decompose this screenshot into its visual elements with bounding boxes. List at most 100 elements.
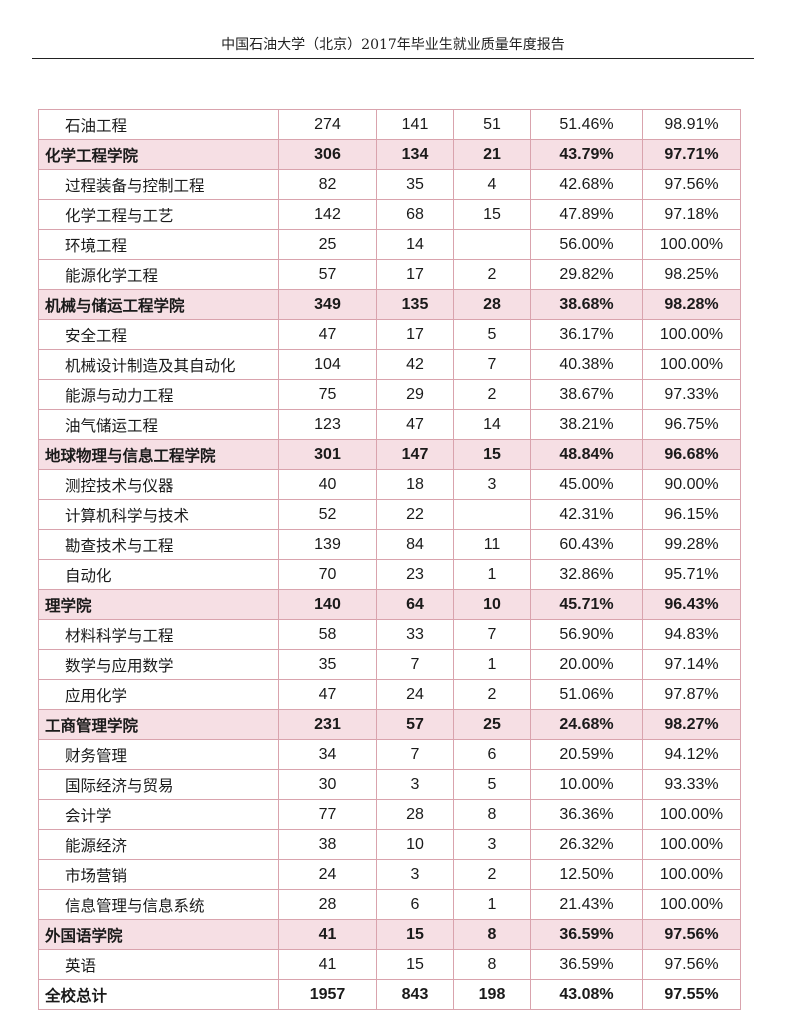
college-row: 理学院 140 64 10 45.71% 96.43% <box>38 589 741 620</box>
col3-cell: 4 <box>453 169 531 200</box>
employment-rate-cell: 100.00% <box>642 349 741 380</box>
rate-cell: 48.84% <box>530 439 643 470</box>
college-row: 外国语学院 41 15 8 36.59% 97.56% <box>38 919 741 950</box>
col2-cell: 14 <box>376 229 454 260</box>
major-row: 信息管理与信息系统 28 6 1 21.43% 100.00% <box>38 889 741 920</box>
major-row: 材料科学与工程 58 33 7 56.90% 94.83% <box>38 619 741 650</box>
graduates-cell: 41 <box>278 949 377 980</box>
col3-cell: 15 <box>453 439 531 470</box>
col2-cell: 10 <box>376 829 454 860</box>
major-row: 数学与应用数学 35 7 1 20.00% 97.14% <box>38 649 741 680</box>
major-row: 化学工程与工艺 142 68 15 47.89% 97.18% <box>38 199 741 230</box>
college-row: 地球物理与信息工程学院 301 147 15 48.84% 96.68% <box>38 439 741 470</box>
row-name-cell: 全校总计 <box>38 979 279 1010</box>
employment-rate-cell: 97.56% <box>642 169 741 200</box>
employment-rate-cell: 94.83% <box>642 619 741 650</box>
rate-cell: 32.86% <box>530 559 643 590</box>
rate-cell: 20.59% <box>530 739 643 770</box>
col3-cell: 5 <box>453 319 531 350</box>
employment-rate-cell: 98.91% <box>642 109 741 140</box>
col3-cell: 2 <box>453 379 531 410</box>
major-row: 测控技术与仪器 40 18 3 45.00% 90.00% <box>38 469 741 500</box>
major-row: 国际经济与贸易 30 3 5 10.00% 93.33% <box>38 769 741 800</box>
col2-cell: 3 <box>376 769 454 800</box>
major-row: 安全工程 47 17 5 36.17% 100.00% <box>38 319 741 350</box>
rate-cell: 42.68% <box>530 169 643 200</box>
employment-rate-cell: 90.00% <box>642 469 741 500</box>
rate-cell: 12.50% <box>530 859 643 890</box>
employment-rate-cell: 97.55% <box>642 979 741 1010</box>
graduates-cell: 34 <box>278 739 377 770</box>
row-name-cell: 会计学 <box>38 799 279 830</box>
col2-cell: 15 <box>376 919 454 950</box>
employment-rate-cell: 97.18% <box>642 199 741 230</box>
graduates-cell: 70 <box>278 559 377 590</box>
graduates-cell: 41 <box>278 919 377 950</box>
rate-cell: 36.59% <box>530 919 643 950</box>
graduates-cell: 349 <box>278 289 377 320</box>
col2-cell: 47 <box>376 409 454 440</box>
total-row: 全校总计 1957 843 198 43.08% 97.55% <box>38 979 741 1010</box>
graduates-cell: 274 <box>278 109 377 140</box>
col3-cell: 10 <box>453 589 531 620</box>
graduates-cell: 123 <box>278 409 377 440</box>
row-name-cell: 自动化 <box>38 559 279 590</box>
rate-cell: 36.59% <box>530 949 643 980</box>
employment-rate-cell: 96.68% <box>642 439 741 470</box>
graduates-cell: 77 <box>278 799 377 830</box>
employment-table: 石油工程 274 141 51 51.46% 98.91% 化学工程学院 306 134 21 43… <box>38 109 741 1010</box>
col2-cell: 6 <box>376 889 454 920</box>
col3-cell: 1 <box>453 649 531 680</box>
major-row: 财务管理 34 7 6 20.59% 94.12% <box>38 739 741 770</box>
employment-rate-cell: 96.43% <box>642 589 741 620</box>
col3-cell: 3 <box>453 829 531 860</box>
col3-cell: 3 <box>453 469 531 500</box>
major-row: 油气储运工程 123 47 14 38.21% 96.75% <box>38 409 741 440</box>
row-name-cell: 化学工程学院 <box>38 139 279 170</box>
row-name-cell: 应用化学 <box>38 679 279 710</box>
graduates-cell: 139 <box>278 529 377 560</box>
rate-cell: 47.89% <box>530 199 643 230</box>
row-name-cell: 石油工程 <box>38 109 279 140</box>
employment-rate-cell: 98.28% <box>642 289 741 320</box>
row-name-cell: 化学工程与工艺 <box>38 199 279 230</box>
major-row: 计算机科学与技术 52 22 42.31% 96.15% <box>38 499 741 530</box>
employment-rate-cell: 95.71% <box>642 559 741 590</box>
col3-cell: 28 <box>453 289 531 320</box>
rate-cell: 38.68% <box>530 289 643 320</box>
employment-rate-cell: 100.00% <box>642 829 741 860</box>
graduates-cell: 75 <box>278 379 377 410</box>
col3-cell: 8 <box>453 949 531 980</box>
row-name-cell: 数学与应用数学 <box>38 649 279 680</box>
col3-cell: 11 <box>453 529 531 560</box>
employment-rate-cell: 97.14% <box>642 649 741 680</box>
graduates-cell: 306 <box>278 139 377 170</box>
col2-cell: 134 <box>376 139 454 170</box>
col3-cell: 15 <box>453 199 531 230</box>
employment-rate-cell: 99.28% <box>642 529 741 560</box>
employment-rate-cell: 96.75% <box>642 409 741 440</box>
graduates-cell: 104 <box>278 349 377 380</box>
row-name-cell: 油气储运工程 <box>38 409 279 440</box>
major-row: 应用化学 47 24 2 51.06% 97.87% <box>38 679 741 710</box>
graduates-cell: 1957 <box>278 979 377 1010</box>
row-name-cell: 工商管理学院 <box>38 709 279 740</box>
col2-cell: 28 <box>376 799 454 830</box>
rate-cell: 40.38% <box>530 349 643 380</box>
employment-rate-cell: 100.00% <box>642 319 741 350</box>
col2-cell: 7 <box>376 739 454 770</box>
graduates-cell: 25 <box>278 229 377 260</box>
employment-rate-cell: 97.33% <box>642 379 741 410</box>
col3-cell: 7 <box>453 349 531 380</box>
col2-cell: 24 <box>376 679 454 710</box>
major-row: 机械设计制造及其自动化 104 42 7 40.38% 100.00% <box>38 349 741 380</box>
graduates-cell: 301 <box>278 439 377 470</box>
college-row: 机械与储运工程学院 349 135 28 38.68% 98.28% <box>38 289 741 320</box>
row-name-cell: 过程装备与控制工程 <box>38 169 279 200</box>
rate-cell: 36.36% <box>530 799 643 830</box>
rate-cell: 60.43% <box>530 529 643 560</box>
row-name-cell: 勘查技术与工程 <box>38 529 279 560</box>
college-row: 化学工程学院 306 134 21 43.79% 97.71% <box>38 139 741 170</box>
col3-cell <box>453 229 531 260</box>
row-name-cell: 材料科学与工程 <box>38 619 279 650</box>
